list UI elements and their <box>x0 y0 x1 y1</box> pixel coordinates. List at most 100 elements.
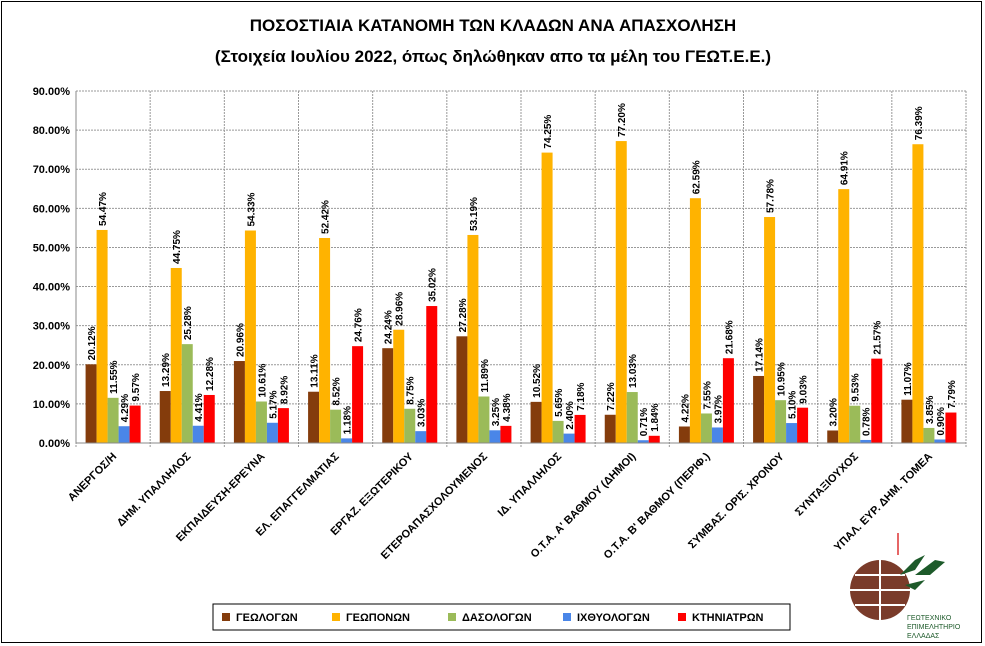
data-label: 5.65% <box>554 388 565 416</box>
legend <box>212 603 791 631</box>
bar-ΚΤΗΝΙΑΤΡΩΝ <box>500 425 512 443</box>
bar-ΔΑΣΟΛΟΓΩΝ <box>181 344 193 443</box>
data-label: 21.68% <box>724 320 735 354</box>
data-label: 11.55% <box>109 360 120 393</box>
bar-ΚΤΗΝΙΑΤΡΩΝ <box>352 346 364 443</box>
bar-ΔΑΣΟΛΟΓΩΝ <box>107 397 119 443</box>
bar-ΚΤΗΝΙΑΤΡΩΝ <box>129 405 141 443</box>
bar-ΓΕΩΠΟΝΩΝ <box>467 234 479 443</box>
legend-label: ΔΑΣΟΛΟΓΩΝ <box>462 612 532 624</box>
data-label: 3.20% <box>829 398 840 426</box>
bar-ΙΧΘΥΟΛΟΓΩΝ <box>341 438 353 443</box>
bar-ΔΑΣΟΛΟΓΩΝ <box>775 400 787 443</box>
data-label: 1.18% <box>343 406 354 434</box>
data-label: 7.22% <box>606 382 617 410</box>
bar-ΚΤΗΝΙΑΤΡΩΝ <box>574 414 586 443</box>
y-tick-label: 70.00% <box>33 164 71 176</box>
bar-ΓΕΩΛΟΓΩΝ <box>159 391 171 443</box>
bar-ΓΕΩΛΟΓΩΝ <box>753 375 765 443</box>
logo-text-line2: ΕΠΙΜΕΛΗΤΗΡΙΟ <box>907 624 961 631</box>
bar-ΔΑΣΟΛΟΓΩΝ <box>626 392 638 443</box>
data-label: 4.29% <box>120 394 131 422</box>
bar-ΓΕΩΛΟΓΩΝ <box>308 391 320 443</box>
data-label: 0.90% <box>936 407 947 435</box>
bar-ΓΕΩΛΟΓΩΝ <box>233 361 245 443</box>
legend-label: ΙΧΘΥΟΛΟΓΩΝ <box>577 612 650 624</box>
data-label: 12.28% <box>205 357 216 391</box>
data-label: 10.61% <box>257 363 268 397</box>
x-tick-label: ΙΔ. ΥΠΑΛΛΗΛΟΣ <box>496 450 565 519</box>
bar-ΔΑΣΟΛΟΓΩΝ <box>404 408 416 443</box>
bar-ΓΕΩΛΟΓΩΝ <box>827 430 839 443</box>
data-label: 4.41% <box>194 393 205 421</box>
bar-ΙΧΘΥΟΛΟΓΩΝ <box>489 430 501 443</box>
data-label: 0.78% <box>862 407 873 435</box>
bar-ΓΕΩΠΟΝΩΝ <box>393 329 405 443</box>
data-label: 28.96% <box>395 292 406 326</box>
bar-ΓΕΩΛΟΓΩΝ <box>85 364 97 443</box>
bar-ΚΤΗΝΙΑΤΡΩΝ <box>277 408 289 443</box>
data-label: 4.22% <box>680 394 691 422</box>
data-label: 8.52% <box>332 377 343 405</box>
legend-swatch <box>563 613 571 621</box>
data-label: 76.39% <box>914 106 925 140</box>
legend-swatch <box>448 613 456 621</box>
data-label: 27.28% <box>458 298 469 332</box>
data-label: 5.10% <box>788 391 799 419</box>
bar-ΙΧΘΥΟΛΟΓΩΝ <box>637 440 649 443</box>
data-label: 3.85% <box>925 395 936 423</box>
data-label: 9.53% <box>851 373 862 401</box>
bar-ΓΕΩΛΟΓΩΝ <box>456 336 468 443</box>
y-tick-label: 20.00% <box>33 360 71 372</box>
bar-ΓΕΩΛΟΓΩΝ <box>530 401 542 443</box>
data-label: 3.25% <box>491 398 502 426</box>
data-label: 11.07% <box>903 362 914 395</box>
data-label: 74.25% <box>543 115 554 149</box>
data-label: 7.55% <box>702 381 713 409</box>
x-tick-label: ΔΗΜ. ΥΠΑΛΛΗΛΟΣ <box>115 450 194 529</box>
data-label: 5.17% <box>268 390 279 418</box>
x-tick-label: ΣΥΝΤΑΞΙΟΥΧΟΣ <box>793 450 861 518</box>
chart-title: ΠΟΣΟΣΤΙΑΙΑ ΚΑΤΑΝΟΜΗ ΤΩΝ ΚΛΑΔΩΝ ΑΝΑ ΑΠΑΣΧ… <box>250 16 736 35</box>
data-label: 25.28% <box>183 306 194 340</box>
y-tick-label: 50.00% <box>33 242 71 254</box>
bar-ΓΕΩΠΟΝΩΝ <box>838 189 850 443</box>
legend-swatch <box>678 613 686 621</box>
bar-ΓΕΩΠΟΝΩΝ <box>764 217 776 443</box>
bar-ΔΑΣΟΛΟΓΩΝ <box>700 413 712 443</box>
bar-ΓΕΩΠΟΝΩΝ <box>96 229 108 443</box>
bar-ΚΤΗΝΙΑΤΡΩΝ <box>797 407 809 443</box>
data-label: 64.91% <box>840 151 851 185</box>
data-label: 9.03% <box>799 375 810 403</box>
bar-ΔΑΣΟΛΟΓΩΝ <box>552 420 564 443</box>
bar-ΔΑΣΟΛΟΓΩΝ <box>478 396 490 443</box>
data-label: 13.03% <box>628 354 639 388</box>
bar-ΚΤΗΝΙΑΤΡΩΝ <box>945 412 957 443</box>
bar-ΙΧΘΥΟΛΟΓΩΝ <box>563 433 575 443</box>
data-label: 0.71% <box>639 408 650 436</box>
data-label: 24.76% <box>354 308 365 342</box>
data-label: 77.20% <box>617 103 628 137</box>
x-tick-label: ΕΛ. ΕΠΑΓΓΕΛΜΑΤΙΑΣ <box>254 450 342 538</box>
logo-text-line3: ΕΛΛΑΔΑΣ <box>907 633 940 640</box>
bar-ΓΕΩΛΟΓΩΝ <box>604 414 616 443</box>
legend-swatch <box>332 613 340 621</box>
bar-ΓΕΩΛΟΓΩΝ <box>901 399 913 443</box>
data-label: 13.29% <box>161 353 172 387</box>
bar-ΔΑΣΟΛΟΓΩΝ <box>330 409 342 443</box>
bar-ΙΧΘΥΟΛΟΓΩΝ <box>192 425 204 443</box>
data-label: 8.75% <box>406 376 417 404</box>
data-label: 8.92% <box>279 376 290 404</box>
bar-ΙΧΘΥΟΛΟΓΩΝ <box>934 439 946 443</box>
y-tick-label: 90.00% <box>33 86 71 98</box>
bar-ΔΑΣΟΛΟΓΩΝ <box>923 427 935 443</box>
bar-ΓΕΩΠΟΝΩΝ <box>912 144 924 443</box>
data-label: 20.12% <box>87 326 98 360</box>
bar-ΓΕΩΠΟΝΩΝ <box>244 230 256 443</box>
data-label: 24.24% <box>384 310 395 344</box>
data-label: 7.18% <box>576 382 587 410</box>
bar-ΙΧΘΥΟΛΟΓΩΝ <box>266 422 278 443</box>
legend-label: ΓΕΩΠΟΝΩΝ <box>346 612 410 624</box>
y-tick-label: 0.00% <box>39 438 70 450</box>
